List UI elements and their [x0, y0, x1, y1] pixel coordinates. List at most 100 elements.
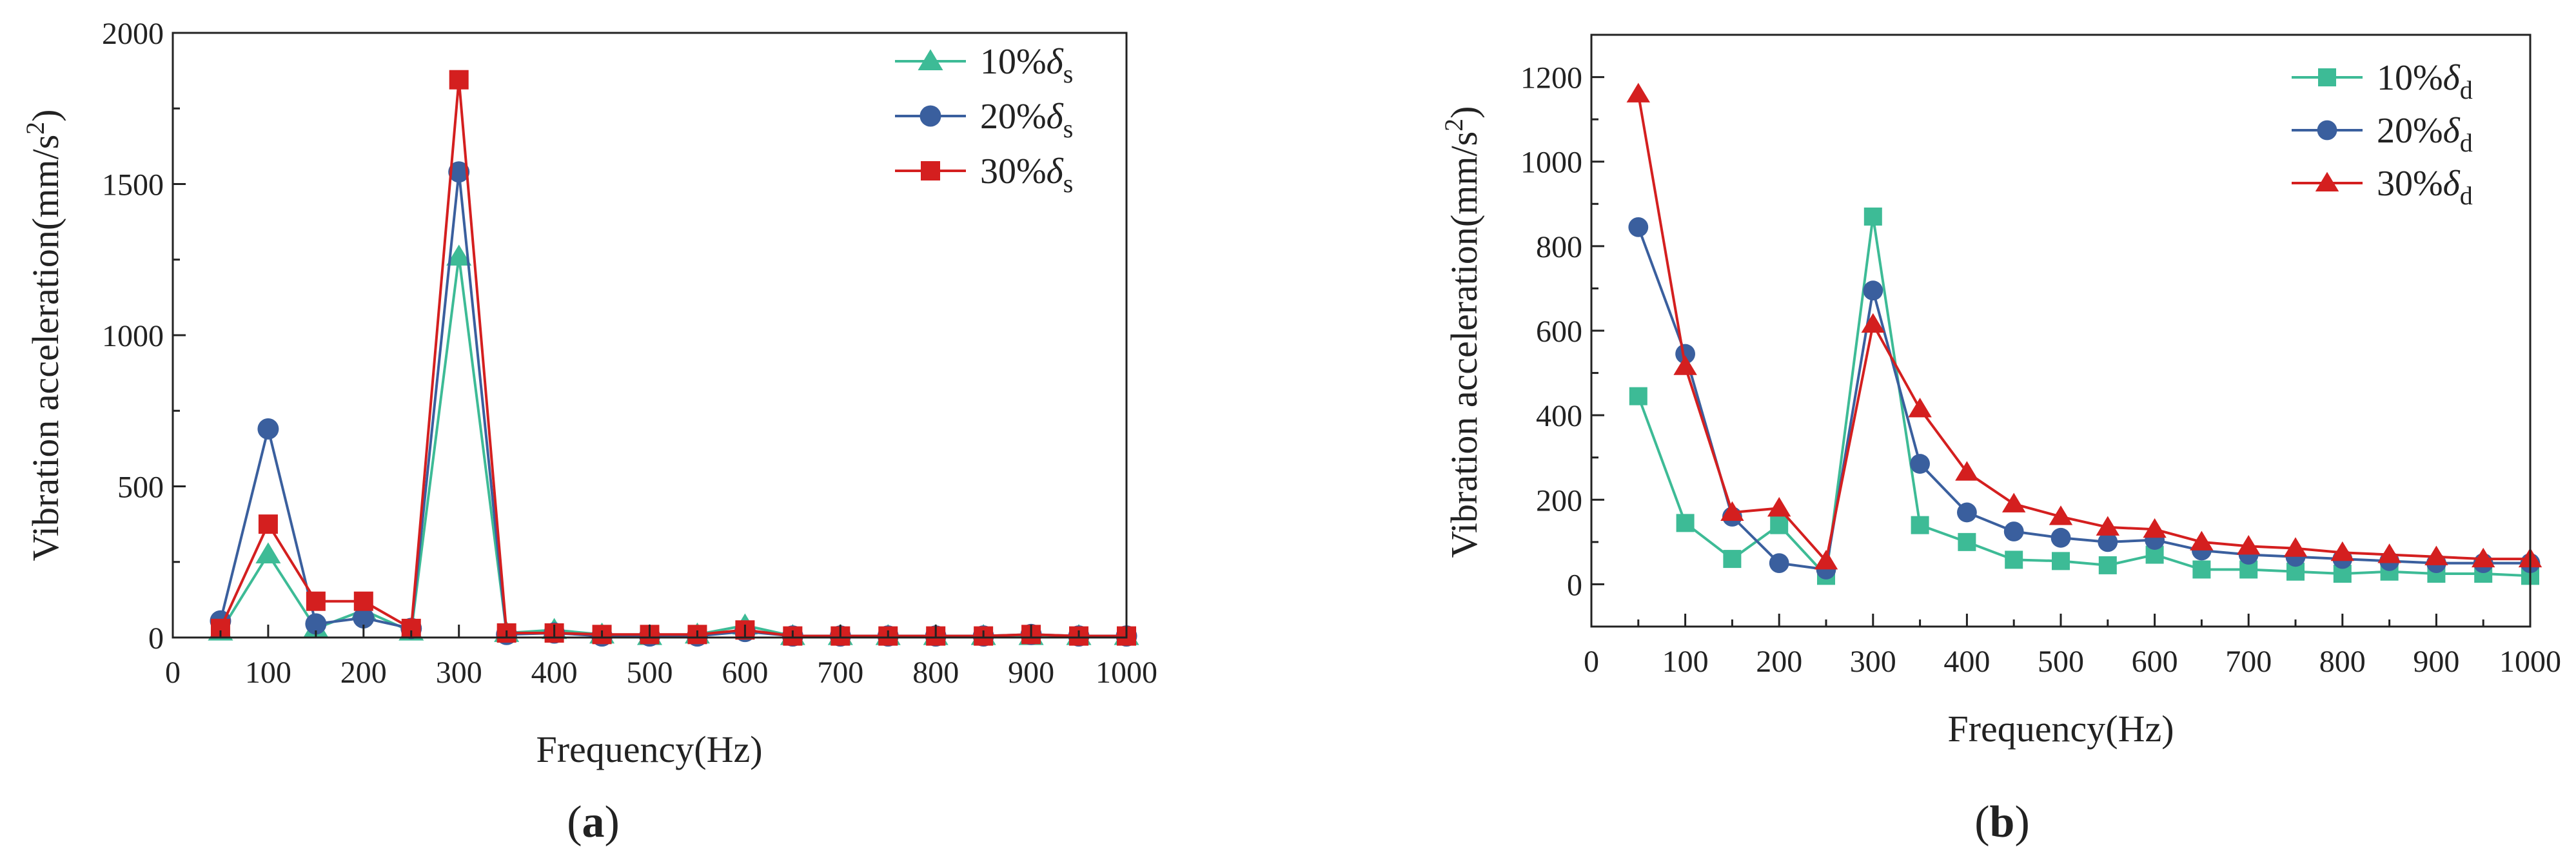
data-point: [2098, 532, 2118, 552]
data-point: [2471, 547, 2495, 568]
data-point: [1675, 344, 1696, 364]
data-point: [2001, 492, 2026, 512]
legend-label: 20%δd: [2377, 111, 2473, 157]
legend-label: 30%δs: [980, 151, 1073, 198]
data-point: [2098, 556, 2117, 574]
x-tick-label: 900: [2413, 645, 2459, 679]
data-point: [305, 613, 327, 635]
x-tick-label: 0: [1584, 645, 1599, 679]
data-point: [255, 542, 281, 563]
data-point: [353, 591, 373, 611]
data-point: [257, 418, 279, 440]
data-point: [1767, 497, 1791, 517]
x-tick-label: 800: [2319, 645, 2366, 679]
data-point: [2049, 505, 2073, 525]
x-tick-label: 200: [1756, 645, 1802, 679]
x-tick-label: 400: [1943, 645, 1990, 679]
data-point: [2236, 535, 2261, 555]
x-tick-label: 300: [436, 656, 482, 690]
legend-marker: [918, 49, 943, 70]
x-tick-label: 600: [722, 656, 768, 690]
chart-b-ticks: 0 100 200 300 400 500 600 700 800 900 1000 0 200 400 6…: [1520, 34, 2561, 679]
data-point: [449, 70, 469, 90]
legend-marker: [921, 161, 940, 180]
legend-marker: [2315, 171, 2339, 192]
data-point: [1910, 454, 1931, 474]
data-point: [2190, 531, 2214, 550]
data-point: [446, 244, 472, 266]
x-tick-label: 200: [340, 656, 387, 690]
y-tick-label: 800: [1536, 230, 1582, 264]
series-line: [219, 255, 1126, 638]
data-point: [1629, 387, 1647, 405]
legend-label: 30%δd: [2377, 164, 2473, 210]
data-point: [1770, 516, 1789, 534]
x-tick-label: 500: [627, 656, 673, 690]
data-point: [1814, 550, 1838, 570]
y-tick-label: 400: [1536, 399, 1582, 433]
data-point: [1908, 397, 1932, 418]
x-tick-label: 400: [531, 656, 578, 690]
chart-b-xlabel: Frequency(Hz): [1947, 708, 2174, 750]
data-point: [2283, 537, 2308, 557]
data-point: [2143, 518, 2167, 538]
x-tick-label: 800: [912, 656, 959, 690]
y-tick-label: 1000: [102, 319, 164, 353]
legend-label: 10%δs: [980, 42, 1073, 88]
y-tick-label: 0: [148, 621, 164, 656]
y-tick-label: 200: [1536, 483, 1582, 518]
y-tick-label: 600: [1536, 315, 1582, 349]
legend-marker: [919, 105, 941, 127]
data-point: [1673, 355, 1697, 375]
data-point: [2424, 545, 2448, 565]
x-tick-label: 500: [2038, 645, 2084, 679]
data-point: [2050, 527, 2071, 548]
chart-a-ticks: 0 100 200 300 400 500 600 700 800 900 1000 0 500 1000…: [102, 17, 1157, 690]
data-point: [2052, 552, 2070, 570]
panel-b-caption: (b): [1974, 797, 2030, 847]
chart-b-series: [1626, 83, 2542, 585]
x-tick-label: 300: [1850, 645, 1896, 679]
x-tick-label: 1000: [2499, 645, 2561, 679]
x-tick-label: 700: [817, 656, 863, 690]
x-tick-label: 100: [1662, 645, 1709, 679]
data-point: [1863, 280, 1883, 301]
x-tick-label: 0: [165, 656, 181, 690]
data-point: [1863, 207, 1882, 226]
data-point: [258, 514, 278, 534]
chart-b-ylabel: Vibration acceleration(mm/s2): [1439, 106, 1485, 558]
data-point: [1723, 550, 1742, 569]
chart-panel-a: 0 100 200 300 400 500 600 700 800 900 1000 0 500 1000…: [21, 17, 1157, 847]
chart-a-ylabel: Vibration acceleration(mm/s2): [21, 110, 66, 561]
y-tick-label: 500: [117, 471, 164, 505]
x-tick-label: 700: [2225, 645, 2272, 679]
legend-label: 20%δs: [980, 97, 1073, 143]
panel-a-caption: (a): [567, 797, 620, 847]
data-point: [2096, 516, 2120, 536]
legend-marker: [2317, 120, 2337, 141]
data-point: [2192, 560, 2211, 579]
y-tick-label: 0: [1567, 568, 1582, 602]
data-point: [1626, 83, 1651, 102]
data-point: [1676, 514, 1695, 532]
data-point: [448, 161, 470, 183]
data-point: [1720, 501, 1744, 521]
legend-label: 10%δd: [2377, 58, 2473, 104]
y-tick-label: 2000: [102, 17, 164, 51]
data-point: [2003, 521, 2024, 541]
x-tick-label: 600: [2132, 645, 2178, 679]
legend-marker: [2318, 68, 2336, 86]
data-point: [2330, 541, 2355, 561]
data-point: [1955, 461, 1979, 481]
data-point: [306, 591, 326, 611]
data-point: [353, 607, 375, 629]
data-point: [1769, 553, 1789, 574]
chart-a-xlabel: Frequency(Hz): [536, 728, 762, 770]
data-point: [1958, 532, 1976, 551]
y-tick-label: 1000: [1520, 146, 1582, 180]
x-tick-label: 100: [245, 656, 291, 690]
series-line: [1637, 93, 2530, 563]
chart-a-legend: 10%δs 20%δs 30%δs: [895, 42, 1073, 198]
x-tick-label: 1000: [1096, 656, 1157, 690]
